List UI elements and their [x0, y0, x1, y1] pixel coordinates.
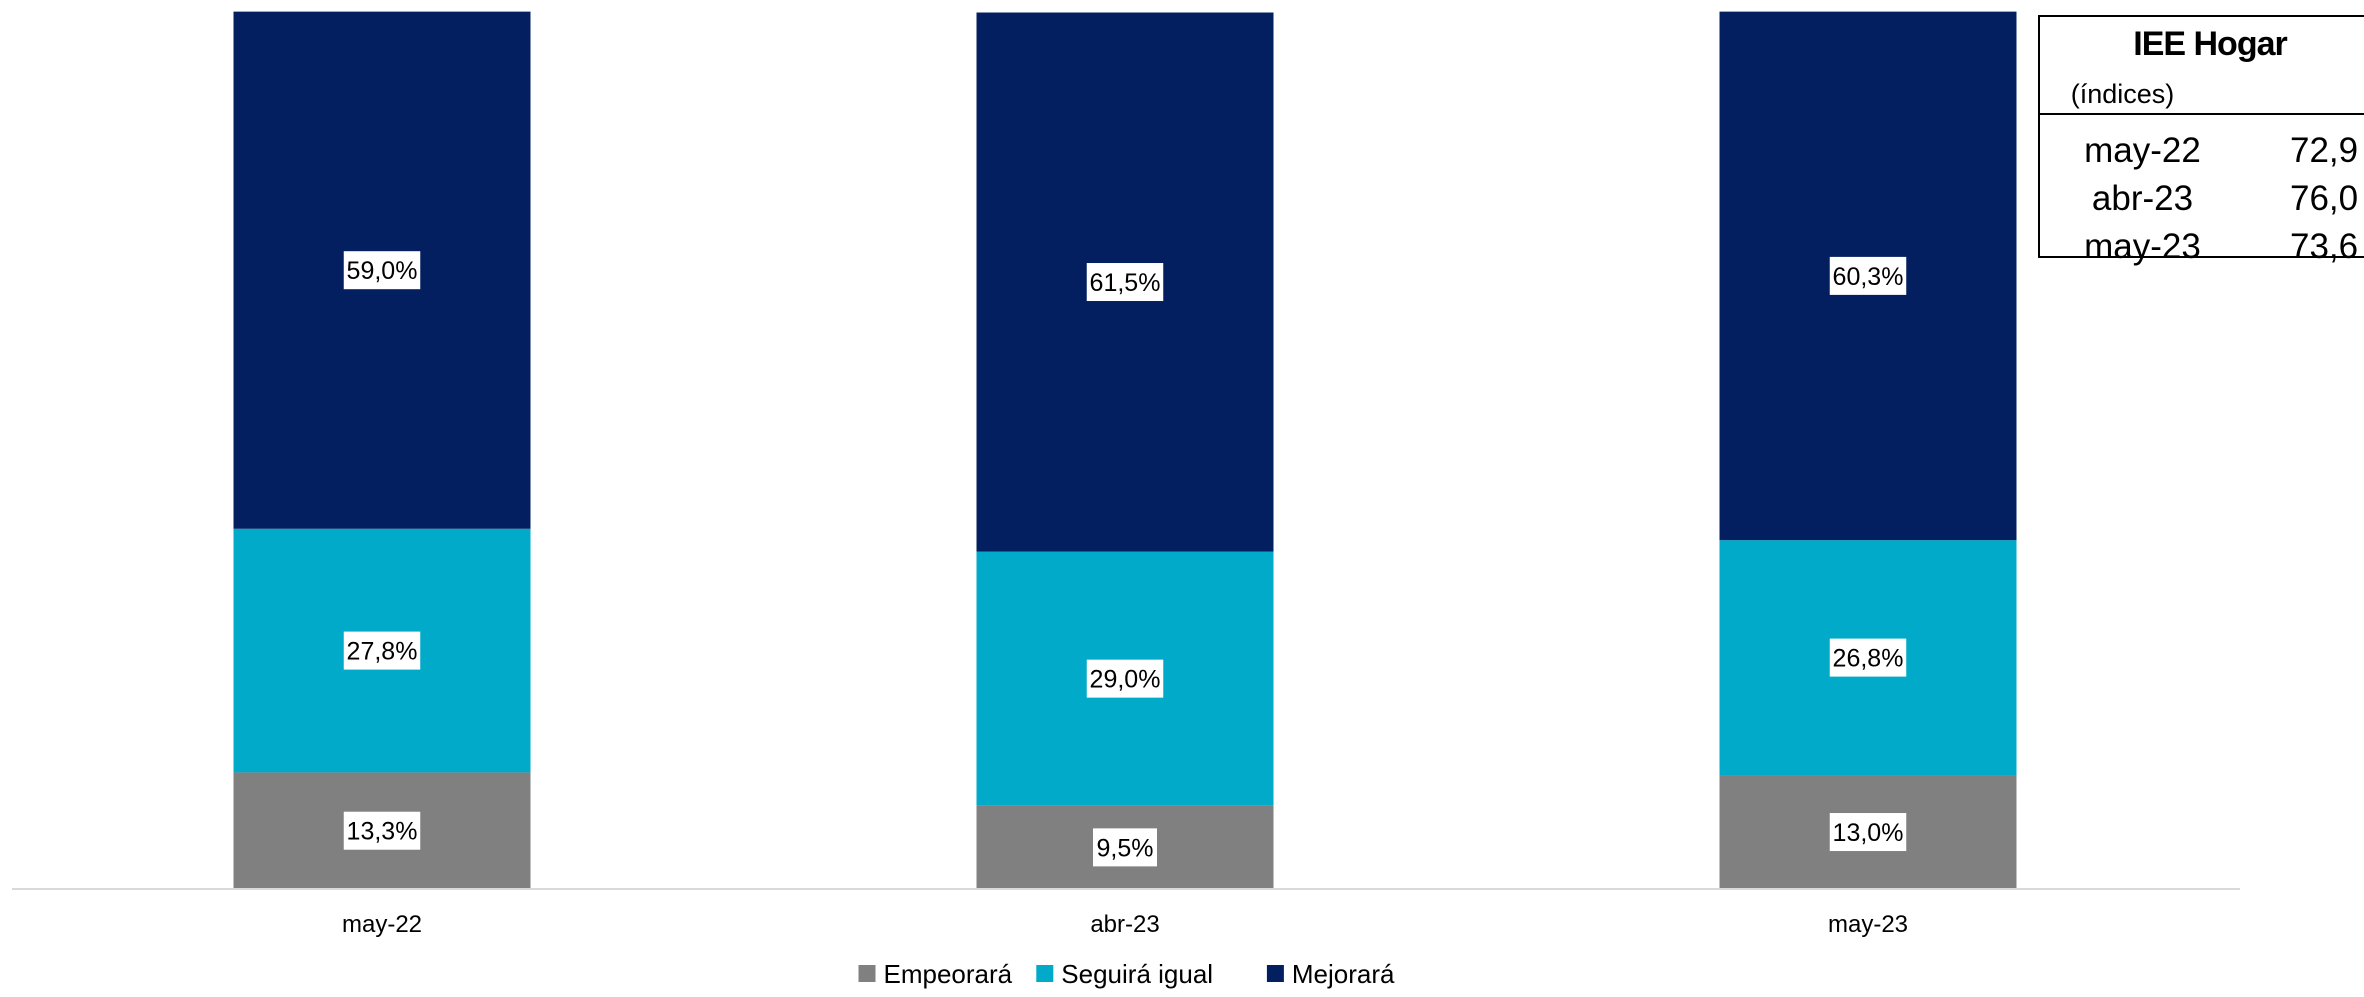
- legend-swatch-seguira-igual: [1036, 965, 1054, 982]
- bars-group: [233, 11, 2017, 889]
- legend-label: Seguirá igual: [1061, 959, 1213, 989]
- x-tick-label: may-22: [342, 911, 422, 938]
- stacked-bar-chart: 13,3% 27,8% 59,0% 9,5% 29,0% 61,5% 13,0% 26,8% 6…: [12, 11, 2240, 989]
- category-labels-group: may-22 abr-23 may-23: [342, 911, 1908, 938]
- table-row: may-22 72,9: [2040, 131, 2364, 177]
- data-label: 13,0%: [1833, 819, 1904, 847]
- table-row-value: 73,6: [2290, 227, 2359, 266]
- data-label-box: [343, 631, 421, 670]
- legend-label: Empeorará: [884, 959, 1013, 989]
- legend-swatch-empeorara: [858, 965, 876, 982]
- table-subtitle: (índices): [2070, 79, 2175, 109]
- table-row-value: 72,9: [2290, 131, 2359, 170]
- table-row: abr-23 76,0: [2040, 179, 2364, 225]
- data-labels-group: 13,3% 27,8% 59,0% 9,5% 29,0% 61,5% 13,0% 26,8% 6…: [343, 251, 1907, 867]
- data-label-box: [1829, 638, 1907, 677]
- data-label-box: [1086, 263, 1164, 302]
- data-label-box: [1829, 256, 1907, 295]
- legend-swatch-mejorara: [1266, 965, 1284, 982]
- data-label: 60,3%: [1833, 263, 1904, 291]
- data-label: 27,8%: [347, 638, 418, 666]
- table-row-value: 76,0: [2290, 179, 2359, 218]
- table-row-date: may-22: [2084, 131, 2201, 170]
- legend: Empeorará Seguirá igual Mejorará: [858, 959, 1395, 989]
- data-label-box: [1829, 813, 1907, 852]
- table-row-date: abr-23: [2091, 179, 2194, 218]
- table-row-date: may-23: [2084, 227, 2201, 266]
- data-label: 13,3%: [347, 818, 418, 846]
- data-label: 9,5%: [1097, 834, 1154, 862]
- legend-label: Mejorará: [1292, 959, 1395, 989]
- data-label: 59,0%: [347, 257, 418, 285]
- x-tick-label: abr-23: [1090, 911, 1159, 938]
- data-label: 26,8%: [1833, 645, 1904, 673]
- data-label-box: [343, 811, 421, 850]
- data-label: 61,5%: [1090, 269, 1161, 297]
- data-label-box: [343, 251, 421, 290]
- table-row: may-23 73,6: [2040, 227, 2364, 273]
- table-title: IEE Hogar: [2133, 25, 2287, 63]
- data-label-box: [1093, 828, 1157, 867]
- table-divider: [2040, 113, 2364, 115]
- iee-hogar-table: IEE Hogar (índices) may-22 72,9 abr-23 7…: [2038, 15, 2364, 266]
- x-tick-label: may-23: [1828, 911, 1908, 938]
- data-label-box: [1086, 659, 1164, 698]
- data-label: 29,0%: [1090, 666, 1161, 694]
